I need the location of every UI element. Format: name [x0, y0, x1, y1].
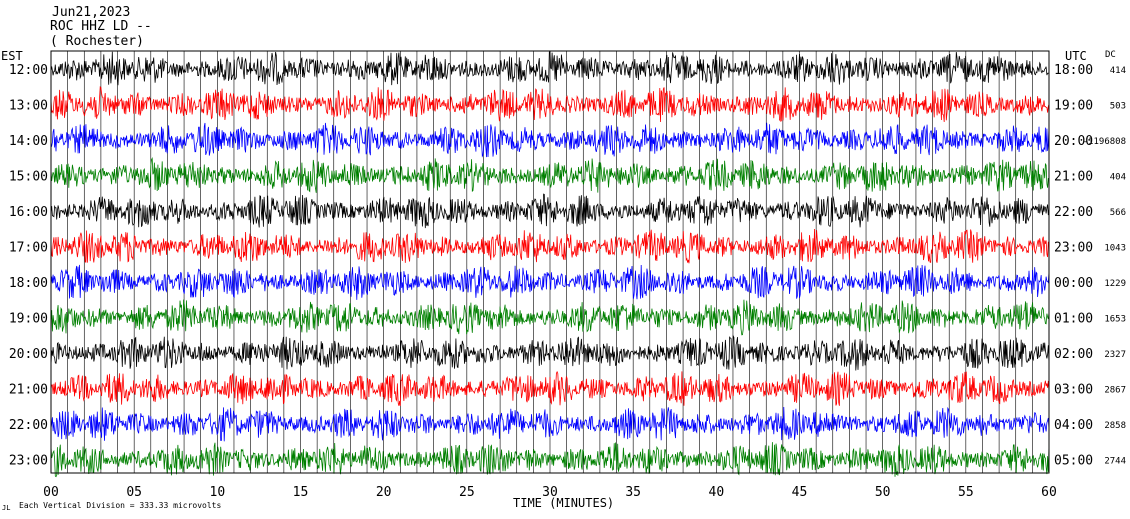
utc-hour-label: 23:00 — [1054, 241, 1093, 256]
dc-value-label: 1653 — [1104, 315, 1126, 325]
utc-hour-label: 19:00 — [1054, 99, 1093, 114]
corner-mark: JL — [2, 504, 10, 512]
est-hour-label: 15:00 — [9, 170, 48, 185]
est-hour-label: 21:00 — [9, 383, 48, 398]
minute-tick-labels: 00 05 10 15 20 25 30 35 40 45 50 55 60 — [43, 485, 1057, 500]
utc-hour-label: 02:00 — [1054, 347, 1093, 362]
dc-value-label: 404 — [1110, 173, 1126, 183]
x-axis-title: TIME (MINUTES) — [513, 496, 614, 510]
x-tick-label: 55 — [958, 485, 974, 500]
x-tick-label: 15 — [293, 485, 309, 500]
utc-hour-label: 05:00 — [1054, 454, 1093, 469]
utc-hour-label: 03:00 — [1054, 383, 1093, 398]
est-hour-label: 14:00 — [9, 134, 48, 149]
station-label: ROC HHZ LD -- — [50, 19, 152, 34]
utc-axis-label: UTC — [1065, 49, 1087, 63]
x-tick-label: 35 — [625, 485, 641, 500]
x-tick-label: 50 — [875, 485, 891, 500]
seismogram-traces — [50, 50, 1050, 478]
date-label: Jun21,2023 — [52, 5, 130, 20]
x-tick-label: 05 — [126, 485, 142, 500]
est-hour-label: 23:00 — [9, 454, 48, 469]
dc-value-label: 503 — [1110, 102, 1126, 112]
est-hour-label: 17:00 — [9, 241, 48, 256]
utc-time-labels: 18:00 19:00 20:00 21:00 22:00 23:00 00:00 01:00… — [1054, 63, 1093, 469]
x-tick-label: 00 — [43, 485, 59, 500]
dc-value-label: 2744 — [1104, 457, 1126, 467]
trace-row — [50, 193, 1050, 229]
utc-hour-label: 21:00 — [1054, 170, 1093, 185]
utc-hour-label: 18:00 — [1054, 63, 1093, 78]
trace-row — [50, 86, 1050, 123]
dc-value-label: 566 — [1110, 208, 1126, 218]
utc-hour-label: 04:00 — [1054, 418, 1093, 433]
x-tick-label: 30 — [542, 485, 558, 500]
utc-hour-label: 00:00 — [1054, 276, 1093, 291]
x-tick-label: 45 — [792, 485, 808, 500]
est-axis-label: EST — [1, 49, 23, 63]
est-hour-label: 13:00 — [9, 99, 48, 114]
dc-value-label: 414 — [1110, 66, 1126, 76]
est-time-labels: 12:00 13:00 14:00 15:00 16:00 17:00 18:00 19:00… — [9, 63, 48, 469]
est-hour-label: 19:00 — [9, 312, 48, 327]
est-hour-label: 22:00 — [9, 418, 48, 433]
est-hour-label: 16:00 — [9, 205, 48, 220]
dc-header-label: DC — [1105, 50, 1116, 60]
location-label: ( Rochester) — [50, 34, 144, 49]
x-tick-label: 25 — [459, 485, 475, 500]
trace-row — [50, 334, 1050, 371]
trace-row — [50, 122, 1050, 158]
dc-value-label: 2858 — [1104, 421, 1126, 431]
trace-row — [50, 406, 1050, 442]
trace-row — [50, 228, 1050, 264]
trace-row — [50, 264, 1050, 300]
x-tick-label: 60 — [1041, 485, 1057, 500]
dc-offset-labels: 414 503 -1196808 404 566 1043 1229 1653 2327 2867… — [1083, 66, 1126, 467]
x-tick-label: 10 — [210, 485, 226, 500]
trace-row — [50, 50, 1050, 86]
x-tick-label: 40 — [709, 485, 725, 500]
dc-value-label: -1196808 — [1083, 137, 1126, 147]
dc-value-label: 2867 — [1104, 386, 1126, 396]
utc-hour-label: 22:00 — [1054, 205, 1093, 220]
plot-frame — [50, 50, 1050, 474]
est-hour-label: 20:00 — [9, 347, 48, 362]
utc-hour-label: 20:00 — [1054, 134, 1093, 149]
trace-row — [50, 299, 1050, 336]
trace-row — [50, 442, 1050, 478]
trace-row — [50, 157, 1050, 193]
dc-value-label: 1229 — [1104, 279, 1126, 289]
utc-hour-label: 01:00 — [1054, 312, 1093, 327]
x-tick-label: 20 — [376, 485, 392, 500]
trace-row — [50, 370, 1050, 406]
scale-footnote: Each Vertical Division = 333.33 microvol… — [19, 501, 221, 510]
dc-value-label: 1043 — [1104, 244, 1126, 254]
dc-value-label: 2327 — [1104, 350, 1126, 360]
est-hour-label: 18:00 — [9, 276, 48, 291]
est-hour-label: 12:00 — [9, 63, 48, 78]
